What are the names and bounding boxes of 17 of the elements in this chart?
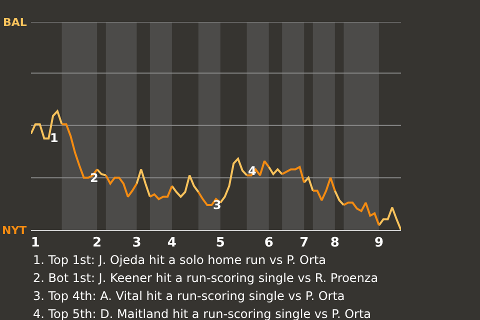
- text: BAL: [3, 16, 27, 29]
- x-tick-label: 2: [92, 236, 102, 251]
- text: 2. Bot 1st: J. Keener hit a run-scoring single vs R. Proenza: [33, 271, 378, 285]
- x-tick-label: 5: [216, 236, 225, 251]
- text: 1. Top 1st: J. Ojeda hit a solo home run vs P. Orta: [33, 253, 326, 267]
- annotation: 3: [213, 198, 222, 212]
- x-tick-label: 6: [264, 236, 274, 251]
- annotation: 2: [90, 171, 98, 185]
- annotation: 1: [50, 131, 58, 145]
- x-tick-label: 1: [30, 236, 40, 251]
- x-tick-label: 8: [330, 236, 340, 251]
- x-tick-label: 7: [300, 236, 309, 251]
- text: 3. Top 4th: A. Vital hit a run-scoring single vs P. Orta: [33, 289, 345, 303]
- x-tick-label: 4: [167, 236, 176, 251]
- x-tick-label: 9: [374, 236, 384, 251]
- x-tick-label: 3: [132, 236, 142, 251]
- text: NYT: [2, 224, 28, 237]
